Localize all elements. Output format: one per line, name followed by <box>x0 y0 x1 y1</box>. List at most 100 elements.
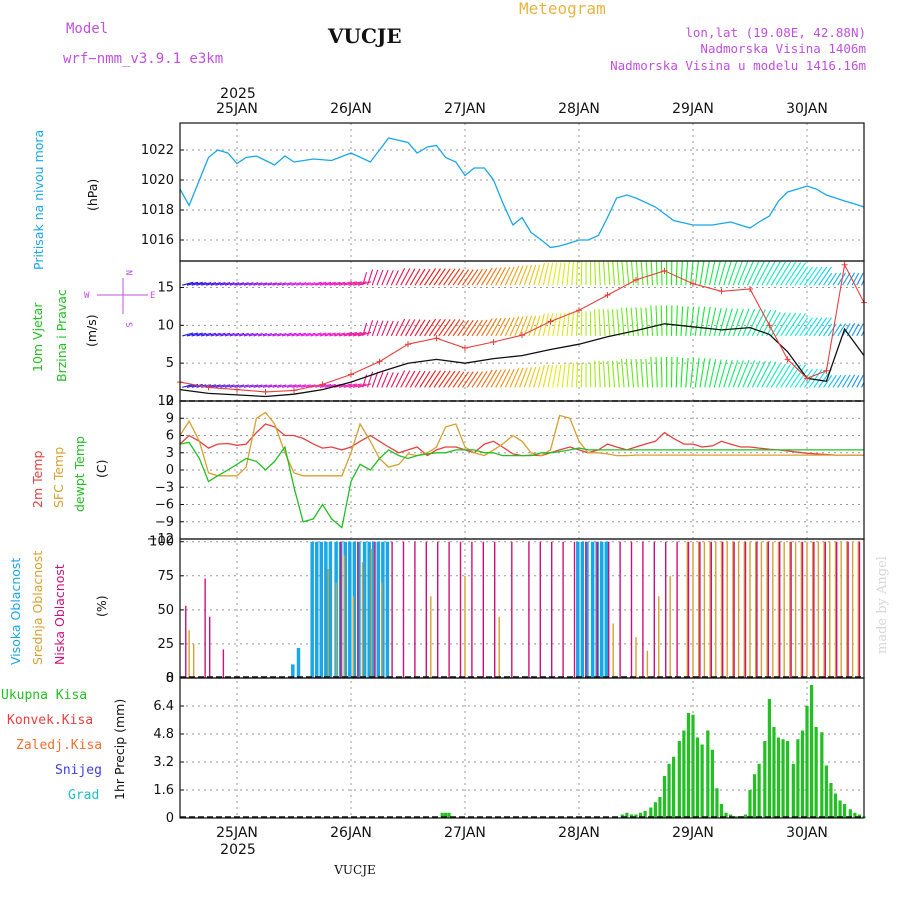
wind-arrow <box>732 360 744 388</box>
wind-arrow <box>799 266 813 286</box>
wind-arrow <box>650 261 654 286</box>
wind-gust-marker <box>433 335 440 342</box>
cloud-bar-low <box>596 541 598 678</box>
wind-arrow <box>253 332 263 337</box>
cloud-bar-mid <box>658 596 660 678</box>
wind-arrow <box>457 269 470 286</box>
wind-arrow <box>537 313 545 337</box>
wind-arrow <box>537 262 545 286</box>
wind-arrow <box>571 261 574 286</box>
wind-arrow <box>457 371 470 388</box>
wind-gust-marker <box>262 388 269 395</box>
wind-arrow <box>186 281 199 286</box>
wind-arrow <box>509 265 520 286</box>
wind-arrow <box>533 366 541 388</box>
precip-bar <box>743 814 748 818</box>
cloud-bar-high <box>310 541 314 678</box>
wind-arrow <box>371 371 379 388</box>
compass-e: E <box>150 291 155 301</box>
wind-arrow <box>699 358 706 388</box>
cloud-bar-high <box>357 541 361 678</box>
wind-arrow <box>718 359 728 388</box>
wind-arrow <box>685 306 689 336</box>
precip-bar <box>691 714 695 818</box>
wind-arrow <box>689 306 695 336</box>
precip-bar <box>853 812 857 818</box>
wind-arrow <box>785 312 802 337</box>
precip-bar <box>686 713 691 818</box>
wind-tick-label: 5 <box>166 356 174 371</box>
precip-bar <box>833 793 838 818</box>
wind-arrow <box>694 357 700 388</box>
wind-arrow <box>635 307 639 336</box>
wind-arrow <box>305 332 316 337</box>
top-day-label: 29JAN <box>672 101 714 117</box>
wind-arrow <box>201 282 212 286</box>
wind-arrow <box>371 269 379 286</box>
wind-gust-marker <box>490 338 497 345</box>
wind-arrow <box>685 357 689 388</box>
wind-arrow <box>680 261 683 286</box>
wind-arrow <box>851 323 860 337</box>
cloud-bar-mid <box>812 541 814 678</box>
wind-arrow <box>248 282 259 286</box>
cloud-bar-mid <box>692 541 694 678</box>
wind-gust-marker <box>823 367 830 374</box>
wind-gust-marker <box>576 307 582 314</box>
wind-arrow <box>428 268 441 286</box>
cloud-bar-mid <box>720 541 723 678</box>
pressure-tick-label: 1020 <box>141 173 174 188</box>
wind-gust-marker <box>376 358 383 365</box>
wind-arrow <box>452 371 465 388</box>
compass-n: N <box>123 270 133 275</box>
wind-arrow <box>580 261 583 286</box>
wind-arrow <box>519 367 528 388</box>
wind-arrow <box>775 363 792 388</box>
wind-arrows <box>182 261 864 388</box>
cloud-bar-low <box>374 541 376 678</box>
cloud-bar-high <box>352 541 357 678</box>
wind-arrow <box>785 364 802 388</box>
wind-arrow <box>808 368 823 388</box>
wind-arrow <box>234 332 245 337</box>
cloud-bar-high <box>604 541 609 678</box>
wind-arrow <box>660 261 663 286</box>
wind-arrow <box>580 311 583 336</box>
wind-arrow <box>728 308 739 337</box>
cloud-mid-label: Srednja Oblacnost <box>30 551 45 665</box>
pressure-tick-label: 1018 <box>141 203 174 218</box>
wind-gust-marker <box>547 318 554 325</box>
wind-arrow <box>234 282 245 286</box>
precip-bar <box>805 706 809 818</box>
wind-gust-marker <box>747 286 753 292</box>
wind-arrow <box>324 383 336 388</box>
wind-arrow <box>191 383 203 388</box>
precip-bar <box>444 812 448 818</box>
precip-bar <box>724 812 728 818</box>
cloud-bar-low <box>425 541 427 678</box>
wind-arrow <box>598 261 601 286</box>
wind-arrow <box>675 261 678 286</box>
cloud-bar-low <box>573 541 576 678</box>
wind-arrow <box>462 319 474 337</box>
wind-arrow <box>775 261 792 286</box>
wind-arrow <box>229 332 240 337</box>
cloud-bar-low <box>847 541 849 678</box>
cloud-bar-low <box>539 541 541 678</box>
wind-arrow <box>547 313 554 337</box>
wind-arrow <box>827 323 837 337</box>
wind-arrow <box>602 309 606 336</box>
wind-arrow <box>537 365 545 388</box>
cloud-unit: (%) <box>94 595 109 617</box>
cloud-bar-mid <box>783 541 785 678</box>
cloud-bar-mid <box>777 541 780 678</box>
wind-arrow <box>723 359 733 388</box>
wind-arrow <box>466 319 479 337</box>
wind-arrow <box>343 281 357 286</box>
wind-arrow <box>827 272 837 286</box>
wind-gust-marker <box>690 280 696 287</box>
wind-arrow <box>680 306 684 336</box>
cloud-bar-mid <box>726 541 728 678</box>
cloud-bar-low <box>779 541 781 678</box>
wind-arrow <box>376 320 384 337</box>
